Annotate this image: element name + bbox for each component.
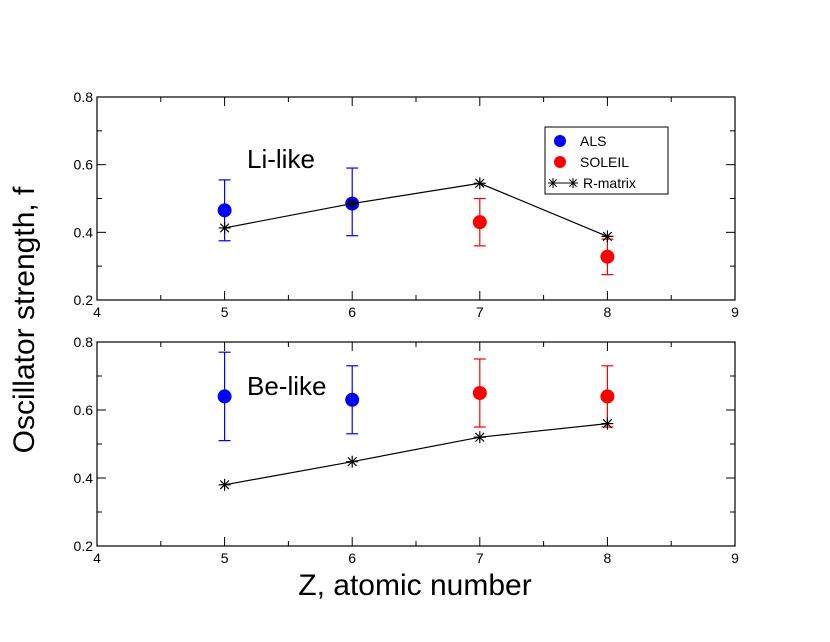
x-tick-label-bottom: 9 (731, 550, 739, 566)
y-tick-label-bottom: 0.4 (74, 470, 94, 486)
y-tick-label-bottom: 0.2 (74, 538, 94, 554)
data-point-r-matrix-bottom (601, 417, 614, 430)
panel-be-like: 4 5 6 7 8 9 0.2 0.4 0.6 0.8 Be-like (74, 334, 740, 566)
series-line-r-matrix-bottom (224, 423, 608, 486)
legend-marker-als (554, 135, 566, 147)
x-tick-label-top: 7 (476, 304, 484, 320)
y-tick-label-bottom: 0.6 (74, 402, 94, 418)
x-tick-label-top: 8 (604, 304, 612, 320)
panel-li-like: 4 5 6 7 8 9 0.2 0.4 0.6 0.8 Li-like (74, 89, 740, 320)
data-point-r-matrix-top (473, 177, 486, 190)
data-point-r-matrix-bottom (218, 478, 231, 491)
y-axis-title: Oscillator strength, f (8, 186, 41, 453)
x-tick-label-bottom: 6 (348, 550, 356, 566)
data-point-soleil-top (472, 215, 487, 230)
plot-frame-bottom (96, 341, 736, 547)
legend-marker-soleil (554, 156, 566, 168)
legend-label-rmatrix: R-matrix (583, 175, 636, 191)
data-point-r-matrix-top (346, 197, 359, 210)
y-tick-label-bottom: 0.8 (74, 334, 94, 350)
data-point-soleil-bottom (600, 389, 615, 404)
y-tick-label-top: 0.4 (74, 224, 94, 240)
data-point-r-matrix-bottom (346, 455, 359, 468)
data-point-soleil-bottom (472, 386, 487, 400)
data-point-als-top (217, 203, 232, 218)
data-point-r-matrix-top (601, 230, 614, 243)
x-tick-label-top: 5 (221, 304, 229, 320)
series-line-r-matrix-top (224, 182, 608, 237)
data-point-als-bottom (217, 389, 232, 404)
y-tick-label-top: 0.2 (74, 292, 94, 308)
legend-label-soleil: SOLEIL (580, 154, 629, 170)
x-tick-label-top: 4 (93, 304, 101, 320)
x-tick-label-bottom: 5 (221, 550, 229, 566)
legend-marker-rmatrix (548, 178, 578, 188)
data-point-als-bottom (345, 392, 360, 407)
x-tick-label-top: 6 (348, 304, 356, 320)
x-tick-label-bottom: 8 (604, 550, 612, 566)
annotation-top: Li-like (247, 144, 315, 174)
data-point-r-matrix-top (218, 221, 231, 234)
x-axis-title: Z, atomic number (298, 569, 531, 602)
x-tick-label-top: 9 (731, 304, 739, 320)
legend-label-als: ALS (580, 133, 606, 149)
annotation-bottom: Be-like (247, 371, 326, 401)
y-tick-label-top: 0.6 (74, 157, 94, 173)
data-point-r-matrix-bottom (473, 431, 486, 444)
x-tick-label-bottom: 7 (476, 550, 484, 566)
y-tick-label-top: 0.8 (74, 89, 94, 105)
x-tick-label-bottom: 4 (93, 550, 101, 566)
data-point-soleil-top (600, 249, 615, 264)
legend: ALS SOLEIL R-matrix (544, 126, 669, 195)
